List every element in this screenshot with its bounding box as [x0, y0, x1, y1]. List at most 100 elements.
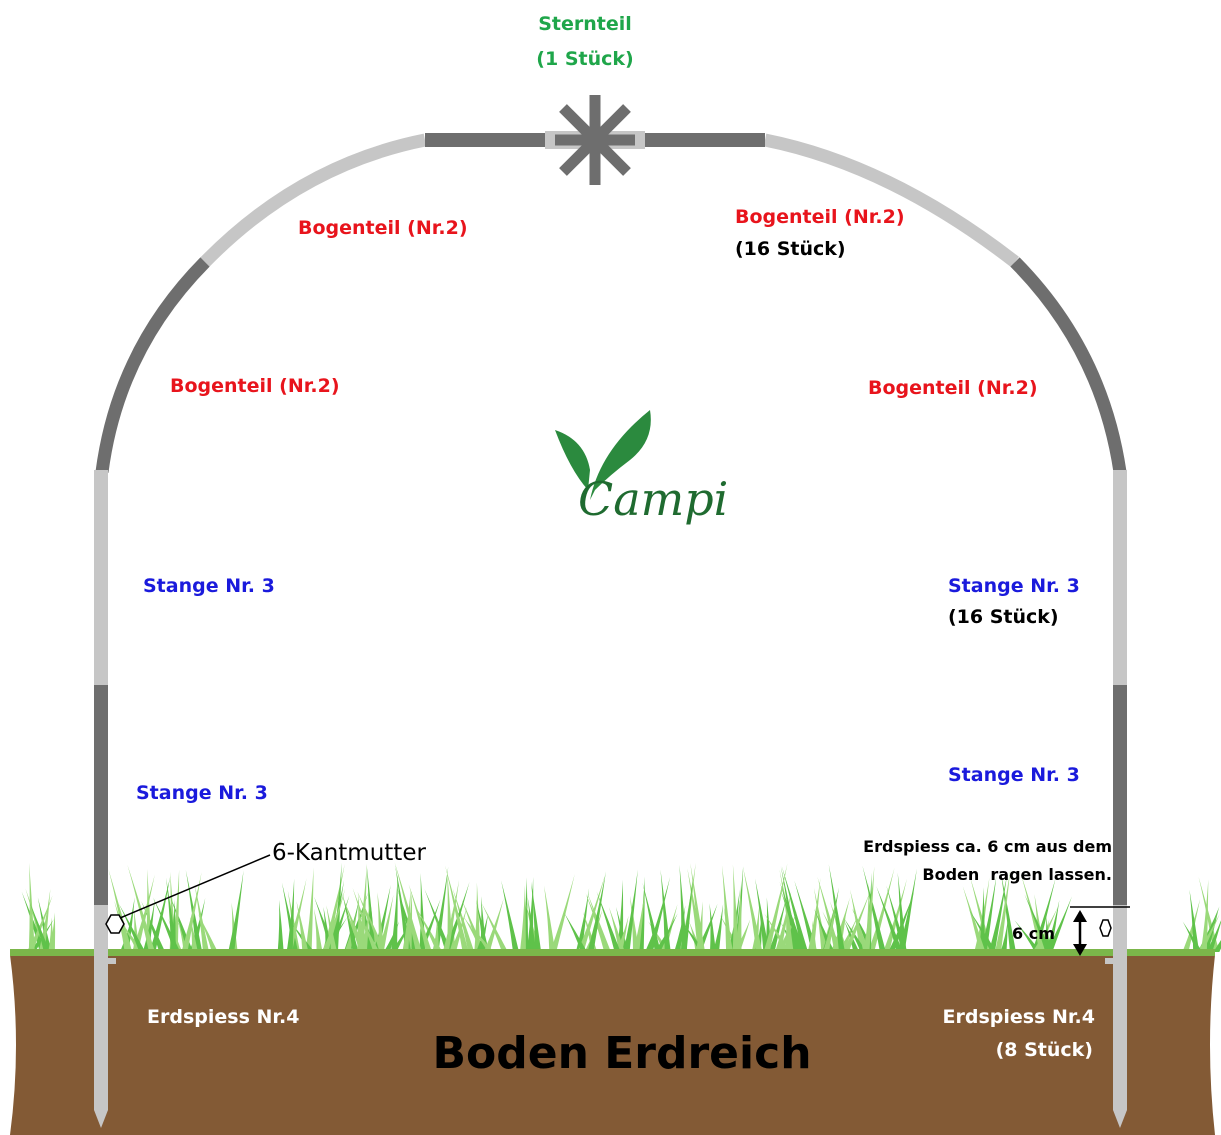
spike-note: Erdspiess ca. 6 cm aus dem [863, 837, 1112, 856]
arc-label: Bogenteil (Nr.2) [298, 217, 468, 239]
grass-blade [980, 875, 997, 952]
grass-blade [775, 891, 792, 952]
grass-blade [405, 890, 413, 952]
grass-blade [1024, 894, 1052, 952]
grass-blade [466, 921, 494, 952]
grass-blade [962, 886, 986, 952]
grass-blade [735, 884, 742, 952]
grass-blade [616, 915, 629, 952]
grass-blade [563, 912, 588, 952]
grass-blade [383, 921, 400, 952]
grass-blade [637, 876, 645, 952]
grass-blade [21, 891, 46, 952]
grass-blade [823, 901, 836, 952]
grass-blade [779, 881, 805, 952]
grass-blade [531, 881, 542, 952]
grass-blade [995, 869, 1011, 952]
grass-blade [742, 866, 763, 952]
grass-blade [733, 919, 751, 952]
ground [10, 955, 1215, 1135]
logo: Campi [555, 410, 728, 526]
grass-blade [633, 889, 646, 952]
grass-blade [286, 878, 295, 952]
grass-blade [357, 863, 367, 952]
grass-blade [344, 912, 357, 952]
grass-blade [408, 884, 433, 952]
grass-blade [377, 894, 394, 952]
grass-blade [810, 920, 817, 952]
grass-blade [394, 862, 422, 952]
grass-blade [169, 899, 176, 952]
spike-note: Boden ragen lassen. [922, 865, 1112, 884]
grass-blade [228, 870, 244, 952]
arc-label: Bogenteil (Nr.2) [735, 206, 905, 228]
arch [95, 131, 1127, 473]
grass-blade [445, 865, 469, 952]
grass-blade [828, 864, 845, 952]
grass-blade [296, 900, 309, 952]
grass-blade [843, 917, 867, 952]
grass-blade [314, 908, 323, 952]
star [555, 95, 635, 185]
star-label: Sternteil [538, 13, 632, 35]
grass-blade [723, 907, 734, 952]
ground-line [10, 949, 1215, 956]
grass-blade [442, 879, 460, 952]
grass-blade [424, 889, 452, 952]
spike-label: Erdspiess Nr.4 [943, 1006, 1096, 1028]
grass-blade [550, 874, 575, 952]
grass-blade [391, 874, 398, 952]
grass-blade [674, 905, 686, 952]
grass-blade [108, 869, 133, 952]
grass-blade [713, 904, 724, 952]
grass-blade [968, 909, 997, 952]
grass-blade [695, 901, 703, 952]
pole-count: (16 Stück) [948, 606, 1059, 628]
grass-blade [785, 906, 792, 952]
grass-blade [575, 888, 590, 952]
poles [94, 470, 1130, 1128]
grass-blade [287, 890, 301, 952]
grass-blade [544, 885, 556, 952]
grass-blade [501, 880, 520, 952]
measure-label: 6 cm [1012, 924, 1055, 943]
grass [21, 862, 1221, 952]
pole-label: Stange Nr. 3 [948, 575, 1080, 597]
grass-blade [474, 882, 481, 952]
logo-text: Campi [578, 472, 728, 526]
grass-blade [1206, 920, 1221, 952]
grass-blade [1182, 921, 1203, 952]
grass-blade [680, 877, 693, 952]
spike-count: (8 Stück) [996, 1039, 1093, 1061]
grass-blade [194, 883, 210, 952]
grass-blade [432, 866, 449, 952]
arc-label: Bogenteil (Nr.2) [170, 375, 340, 397]
grass-blade [596, 891, 621, 952]
grass-blade [433, 916, 440, 952]
pole-label: Stange Nr. 3 [143, 575, 275, 597]
grass-blade [862, 865, 886, 952]
grass-blade [1198, 876, 1220, 952]
star-count: (1 Stück) [536, 48, 633, 70]
arc-label: Bogenteil (Nr.2) [868, 377, 1038, 399]
grass-blade [755, 878, 770, 952]
grass-blade [886, 885, 908, 952]
grass-blade [781, 866, 809, 952]
grass-blade [48, 912, 56, 952]
pole-label: Stange Nr. 3 [136, 782, 268, 804]
pole-label: Stange Nr. 3 [948, 764, 1080, 786]
grass-blade [709, 903, 716, 952]
grass-blade [326, 905, 338, 952]
grass-blade [305, 867, 314, 952]
grass-blade [190, 916, 198, 952]
grass-blade [1014, 920, 1041, 952]
grass-blade [863, 866, 875, 952]
grass-blade [28, 862, 35, 952]
arc-count: (16 Stück) [735, 238, 846, 260]
grass-blade [732, 864, 739, 952]
grass-blade [360, 903, 370, 952]
grass-blade [171, 869, 180, 952]
grass-blade [623, 869, 638, 952]
grass-blade [1189, 889, 1200, 952]
ground-label: Boden Erdreich [432, 1028, 811, 1079]
